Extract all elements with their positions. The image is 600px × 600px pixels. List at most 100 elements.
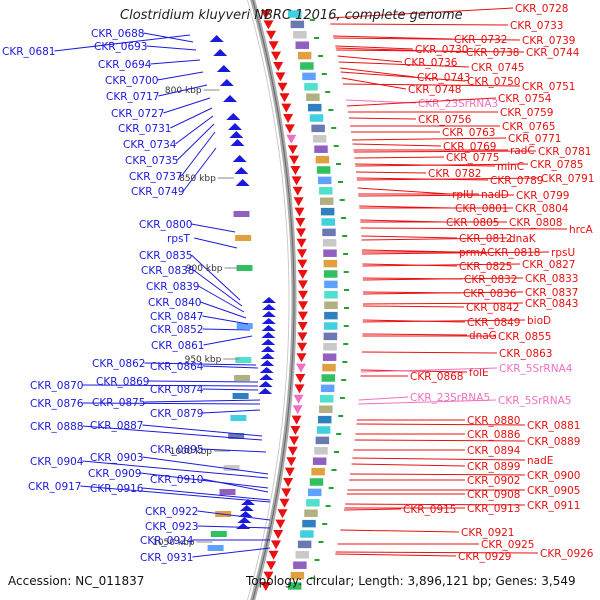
left-gene-label: CKR_0847: [150, 311, 203, 323]
reverse-feature-box: [236, 265, 253, 271]
scale-tick-label: 850 kbp: [179, 174, 216, 184]
left-gene-label: CKR_0910: [150, 474, 203, 486]
feature-color-box: [315, 436, 330, 445]
right-gene-label: CKR_0801: [455, 203, 508, 215]
left-label-leader-line: [82, 402, 261, 405]
right-gene-label: CKR_0781: [538, 146, 591, 158]
left-gene-label: CKR_0888: [30, 421, 83, 433]
right-gene-label: CKR_0905: [527, 485, 580, 497]
ruler-tick-mark: [314, 37, 320, 39]
feature-color-box: [312, 456, 327, 466]
forward-gene-arrow: [289, 155, 300, 165]
right-gene-label: CKR_0805: [446, 217, 499, 229]
right-label-leader-line: [358, 194, 515, 197]
feature-color-box: [310, 467, 326, 476]
left-gene-label: CKR_0869: [96, 376, 149, 388]
left-gene-label: CKR_0895: [150, 444, 203, 456]
reverse-gene-arrow: [241, 499, 255, 505]
forward-gene-arrow: [266, 30, 277, 40]
right-gene-label: CKR_0886: [467, 429, 521, 441]
ruler-tick-mark: [322, 523, 328, 525]
left-label-leader-line: [144, 399, 261, 403]
ruler-tick-mark: [338, 415, 344, 417]
left-label-leader-line: [140, 472, 269, 489]
forward-gene-arrow: [283, 114, 294, 123]
reverse-gene-arrow: [262, 297, 276, 303]
left-gene-label: CKR_0870: [30, 380, 83, 392]
forward-gene-arrow: [273, 62, 284, 71]
forward-gene-arrow: [275, 519, 286, 529]
right-gene-label: CKR_0791: [541, 173, 594, 185]
left-label-leader-line: [170, 107, 213, 129]
right-label-leader-line: [360, 227, 568, 230]
left-gene-label: CKR_0734: [123, 139, 177, 151]
forward-gene-arrow: [289, 436, 300, 446]
feature-color-box: [292, 30, 308, 40]
ruler-tick-mark: [342, 361, 348, 363]
right-gene-label: CKR_0899: [467, 461, 520, 473]
reverse-feature-box: [236, 323, 253, 329]
right-gene-label: CKR_0733: [510, 20, 563, 32]
left-label-leader-line: [197, 510, 271, 521]
right-label-leader-line: [337, 55, 403, 63]
forward-gene-arrow: [286, 134, 297, 144]
feature-color-box: [287, 9, 302, 19]
feature-color-box: [307, 488, 322, 497]
right-gene-label: CKR_0745: [471, 62, 524, 74]
left-label-leader-line: [192, 547, 271, 558]
right-gene-label: CKR_0756: [418, 114, 472, 126]
left-label-leader-line: [80, 485, 271, 503]
scale-tick-label: 1050 kbp: [152, 538, 195, 548]
feature-color-box: [303, 508, 319, 518]
right-label-leader-line: [360, 367, 498, 373]
left-label-leader-line: [146, 45, 197, 51]
left-label-leader-line: [148, 380, 259, 383]
right-gene-label: CKR_0908: [467, 489, 520, 501]
left-gene-label: CKR_0838: [141, 265, 194, 277]
right-label-leader-line: [362, 291, 524, 295]
right-gene-label: CKR_0868: [410, 371, 463, 383]
forward-gene-arrow: [295, 374, 306, 383]
forward-gene-arrow: [294, 207, 305, 217]
scale-tick-label: 950 kbp: [185, 355, 222, 365]
left-label-leader-line: [202, 388, 259, 391]
forward-gene-arrow: [297, 311, 308, 321]
left-label-leader-line: [82, 425, 263, 441]
forward-gene-arrow: [292, 186, 303, 196]
right-label-leader-line: [353, 150, 537, 153]
right-gene-label: CKR_0832: [464, 274, 517, 286]
feature-color-box: [320, 384, 335, 393]
right-label-leader-line: [339, 67, 416, 78]
left-label-leader-line: [202, 315, 249, 325]
left-gene-label: CKR_0681: [2, 46, 55, 58]
left-gene-label: CKR_0731: [118, 123, 171, 135]
right-label-leader-line: [362, 277, 524, 281]
right-gene-label: CKR_0748: [408, 84, 461, 96]
left-label-leader-line: [183, 147, 217, 192]
reverse-gene-arrow: [258, 388, 273, 394]
scale-tick-label: 900 kbp: [186, 264, 223, 274]
ruler-tick-mark: [343, 325, 349, 327]
right-label-leader-line: [361, 237, 508, 241]
right-gene-label: CKR_0915: [403, 504, 456, 516]
left-label-leader-line: [142, 424, 263, 437]
reverse-gene-arrow: [235, 179, 250, 186]
right-gene-label: CKR_0863: [499, 348, 552, 360]
forward-gene-arrow: [286, 457, 297, 467]
forward-gene-arrow: [271, 540, 281, 550]
left-gene-label: CKR_0717: [106, 91, 159, 103]
forward-gene-arrow: [279, 93, 290, 103]
forward-gene-arrow: [283, 478, 294, 487]
reverse-feature-box: [228, 433, 245, 439]
ruler-tick-mark: [336, 433, 342, 435]
reverse-gene-arrow: [229, 131, 244, 138]
forward-gene-arrow: [266, 561, 277, 571]
right-label-leader-line: [344, 508, 402, 511]
right-gene-label: CKR_0804: [515, 203, 569, 215]
right-label-leader-line: [354, 156, 445, 159]
right-gene-label: CKR_0799: [516, 190, 569, 202]
reverse-gene-arrow: [226, 113, 241, 120]
feature-color-box: [315, 155, 330, 164]
reverse-gene-arrow: [213, 49, 228, 56]
